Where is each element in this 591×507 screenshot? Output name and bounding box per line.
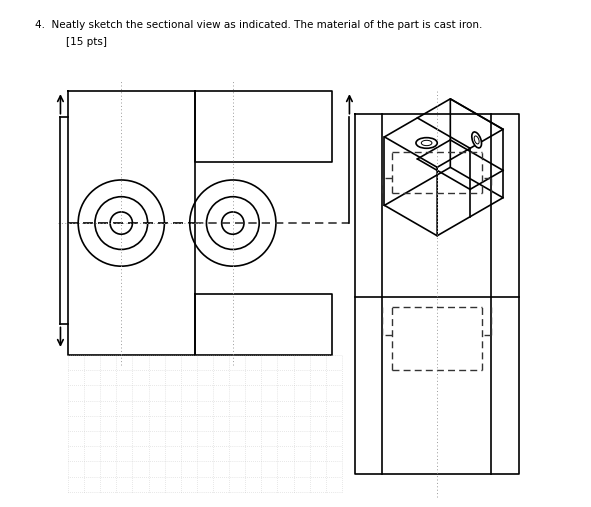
- Text: [15 pts]: [15 pts]: [66, 37, 106, 47]
- Ellipse shape: [416, 137, 437, 148]
- Text: 4.  Neatly sketch the sectional view as indicated. The material of the part is c: 4. Neatly sketch the sectional view as i…: [35, 20, 482, 30]
- Ellipse shape: [472, 132, 482, 148]
